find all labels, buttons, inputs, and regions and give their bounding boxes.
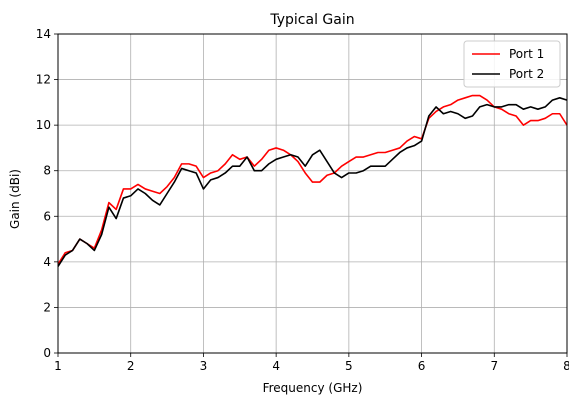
legend: Port 1 Port 2 xyxy=(463,40,561,88)
y-tick-label: 0 xyxy=(43,346,51,360)
x-tick-label: 1 xyxy=(54,359,62,373)
plot-lines xyxy=(57,94,568,267)
y-tick-label: 2 xyxy=(43,300,51,314)
x-axis-label: Frequency (GHz) xyxy=(263,381,363,395)
x-tick-label: 5 xyxy=(345,359,353,373)
y-tick-label: 6 xyxy=(43,209,51,223)
legend-entry-label: Port 1 xyxy=(509,47,544,61)
y-tick-label: 4 xyxy=(43,255,51,269)
y-tick-label: 10 xyxy=(36,118,51,132)
plot-frame xyxy=(57,33,568,354)
y-tick-label: 8 xyxy=(43,164,51,178)
x-tick-label: 8 xyxy=(563,359,569,373)
chart-title: Typical Gain xyxy=(269,12,354,28)
series-line-port-1 xyxy=(57,94,568,265)
y-axis-label: Gain (dBi) xyxy=(8,169,22,229)
grid xyxy=(57,33,568,354)
x-tick-label: 3 xyxy=(200,359,208,373)
x-tick-label: 7 xyxy=(490,359,498,373)
series-line-port-2 xyxy=(57,97,568,267)
x-tick-label: 2 xyxy=(127,359,135,373)
legend-entry-label: Port 2 xyxy=(509,67,544,81)
x-tick-label: 6 xyxy=(418,359,426,373)
y-tick-label: 12 xyxy=(36,73,51,87)
legend-box xyxy=(463,40,561,88)
y-tick-label: 14 xyxy=(36,27,51,41)
x-tick-label: 4 xyxy=(272,359,280,373)
